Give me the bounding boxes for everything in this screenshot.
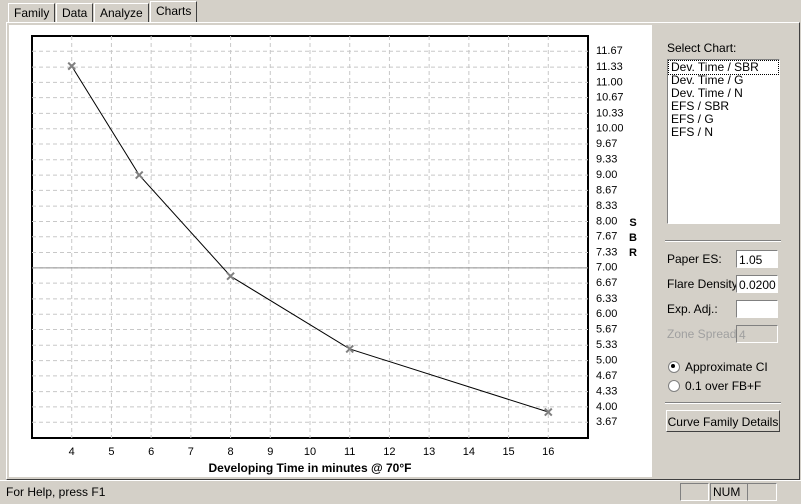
x-tick-label: 14: [463, 446, 475, 458]
y-tick-label: 7.33: [596, 246, 617, 258]
curve-family-button[interactable]: Curve Family Details: [666, 410, 780, 432]
radio[interactable]: [668, 380, 680, 392]
y-tick-label: 5.33: [596, 339, 617, 351]
y-tick-label: 8.33: [596, 200, 617, 212]
chart-listbox[interactable]: Dev. Time / SBR Dev. Time / G Dev. Time / …: [667, 59, 780, 224]
y-tick-label: 8.67: [596, 184, 617, 196]
field-label: Flare Density:: [667, 277, 742, 291]
data-marker: [345, 344, 354, 354]
chart-option[interactable]: Dev. Time / G: [671, 73, 744, 87]
chart-background: [9, 25, 652, 477]
field-input: 4: [736, 325, 778, 343]
y-tick-label: 9.67: [596, 138, 617, 150]
y-tick-label: 11.00: [596, 76, 623, 88]
y-tick-label: 7.00: [596, 262, 617, 274]
y-tick-label: 4.33: [596, 386, 617, 398]
x-tick-label: 13: [423, 446, 435, 458]
data-marker: [544, 407, 553, 417]
y-tick-label: 11.33: [596, 61, 623, 73]
y-tick-label: 4.00: [596, 401, 617, 413]
field-input[interactable]: [736, 300, 778, 318]
y-tick-label: 9.33: [596, 154, 617, 166]
x-tick-label: 16: [542, 446, 554, 458]
chart-option[interactable]: EFS / G: [671, 112, 714, 126]
x-tick-label: 15: [502, 446, 514, 458]
chart: Developing Time in minutes @ 70°F 4 5 6 7 8 9…: [9, 25, 652, 477]
separator: [665, 240, 781, 242]
chart-option[interactable]: EFS / SBR: [671, 99, 730, 113]
x-tick-label: 6: [148, 446, 154, 458]
y-tick-label: 6.67: [596, 277, 617, 289]
select-label: Select Chart:: [667, 41, 737, 55]
tab[interactable]: Charts: [150, 1, 198, 23]
data-marker: [226, 271, 235, 281]
status-pane: [747, 483, 777, 501]
chart-option[interactable]: EFS / N: [671, 125, 714, 139]
x-tick-label: 4: [69, 446, 75, 458]
chart-option[interactable]: Dev. Time / SBR: [668, 60, 779, 75]
x-tick-label: 5: [108, 446, 114, 458]
y-tick-label: 10.33: [596, 107, 624, 119]
radio-checked[interactable]: [668, 361, 680, 373]
y-tick-label: 8.00: [596, 215, 617, 227]
y-tick-label: 5.00: [596, 354, 617, 366]
field-input[interactable]: 0.0200: [736, 275, 778, 293]
x-tick-label: 8: [228, 446, 234, 458]
radio-label[interactable]: Approximate CI: [685, 360, 768, 374]
field-label: Zone Spread:: [667, 327, 740, 341]
y-tick-label: 6.33: [596, 293, 617, 305]
y-tick-label: 6.00: [596, 308, 617, 320]
field-input[interactable]: 1.05: [736, 250, 778, 268]
y-axis-label: SBR: [629, 217, 637, 259]
x-tick-label: 9: [267, 446, 273, 458]
tab[interactable]: Analyze: [94, 3, 149, 23]
y-tick-label: 10.00: [596, 123, 624, 135]
tab[interactable]: Data: [56, 3, 94, 23]
y-tick-label: 3.67: [596, 416, 617, 428]
separator: [665, 402, 781, 404]
x-axis-label: Developing Time in minutes @ 70°F: [209, 461, 412, 475]
data-marker: [67, 61, 76, 71]
x-tick-label: 10: [304, 446, 316, 458]
x-tick-label: 12: [383, 446, 395, 458]
x-tick-label: 11: [344, 446, 355, 458]
status-help: For Help, press F1: [6, 485, 106, 499]
y-tick-label: 5.67: [596, 323, 617, 335]
status-divider: [0, 480, 801, 481]
data-marker: [135, 170, 144, 180]
y-tick-label: 10.67: [596, 92, 624, 104]
radio-label[interactable]: 0.1 over FB+F: [685, 379, 762, 393]
plot: [32, 36, 588, 438]
field-label: Paper ES:: [667, 252, 722, 266]
y-tick-label: 4.67: [596, 370, 617, 382]
tab-panel: [6, 22, 800, 480]
y-tick-label: 11.67: [596, 45, 623, 57]
y-tick-label: 9.00: [596, 169, 617, 181]
x-tick-label: 7: [188, 446, 194, 458]
status-num: NUM: [710, 483, 748, 501]
status-pane: [680, 483, 709, 501]
chart-option[interactable]: Dev. Time / N: [671, 86, 743, 100]
y-tick-label: 7.67: [596, 231, 617, 243]
field-label: Exp. Adj.:: [667, 302, 718, 316]
tab[interactable]: Family: [8, 3, 56, 23]
